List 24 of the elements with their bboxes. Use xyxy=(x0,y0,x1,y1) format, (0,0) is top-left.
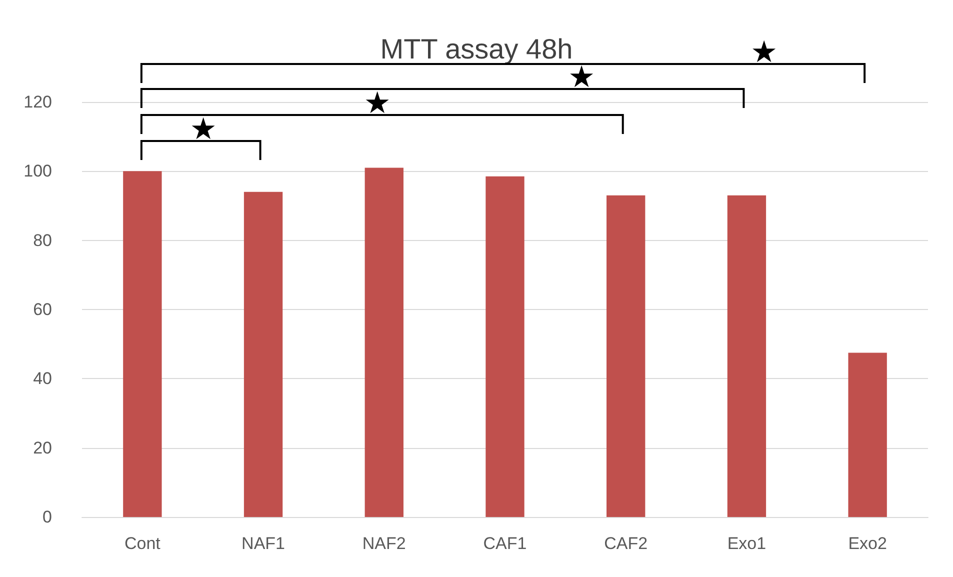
x-tick-label: Exo2 xyxy=(848,534,887,553)
bar xyxy=(123,171,162,517)
bar xyxy=(364,168,404,517)
y-tick-label: 20 xyxy=(33,438,52,458)
bar xyxy=(606,195,646,517)
x-tick-label: CAF2 xyxy=(604,534,648,553)
y-tick-label: 120 xyxy=(24,92,52,112)
y-tick-label: 40 xyxy=(33,369,52,388)
text: ★ xyxy=(750,35,778,70)
y-tick-label: 60 xyxy=(33,300,52,319)
x-tick-label: NAF1 xyxy=(242,534,286,553)
y-tick-label: 80 xyxy=(33,230,52,250)
y-tick-label: 100 xyxy=(24,162,52,181)
bar xyxy=(727,195,766,517)
y-tick-label: 0 xyxy=(42,508,52,526)
x-tick-label: Exo1 xyxy=(727,534,766,553)
annotation: ★ xyxy=(190,112,217,147)
annotation: ★ xyxy=(364,86,391,121)
bar xyxy=(848,352,887,517)
x-tick-label: Cont xyxy=(124,534,161,553)
bar xyxy=(486,176,524,517)
bar xyxy=(244,192,283,517)
x-tick-label: NAF2 xyxy=(362,534,406,553)
x-tick-label: CAF1 xyxy=(483,534,527,553)
